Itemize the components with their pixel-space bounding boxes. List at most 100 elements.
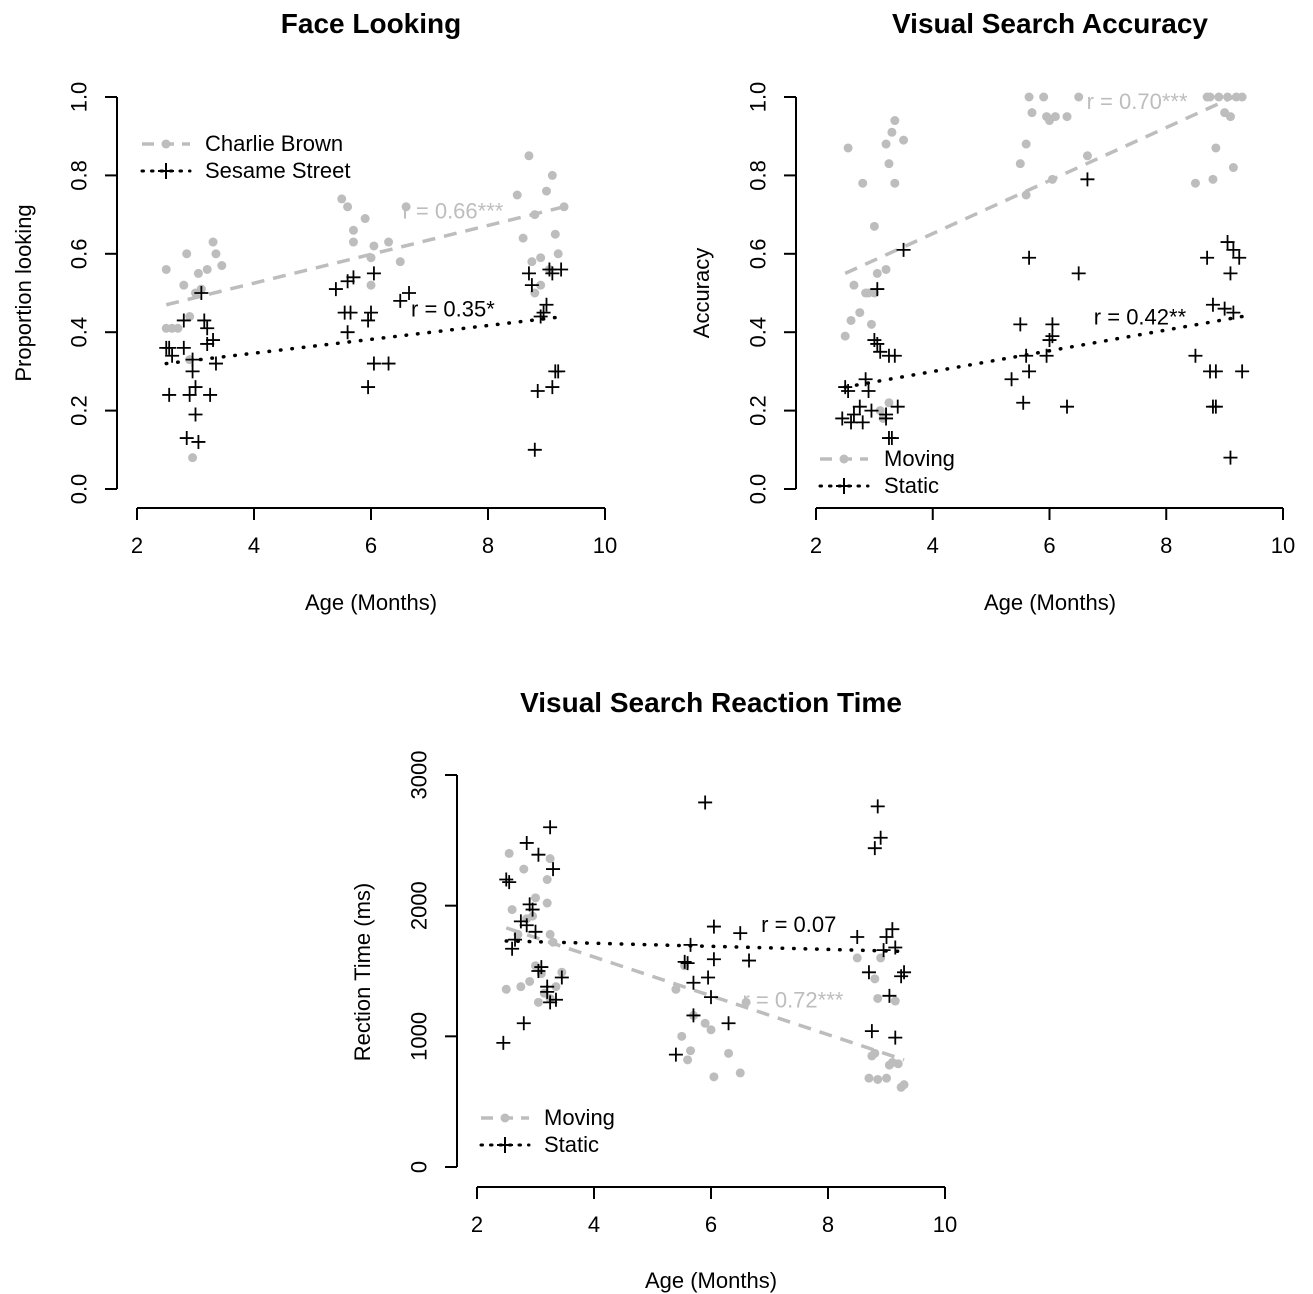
point-dot (536, 280, 546, 290)
point-dot (401, 202, 411, 212)
point-plus (165, 348, 180, 363)
panel-visual-search-reaction-time: Visual Search Reaction Time Age (Months)… (350, 687, 957, 1293)
point-plus (721, 1016, 736, 1031)
chart-title: Face Looking (281, 8, 461, 39)
point-plus (841, 384, 856, 398)
point-dot (1082, 151, 1092, 161)
axes: 2 4 6 8 10 0 1000 2000 3000 (407, 751, 958, 1237)
point-dot (366, 253, 376, 263)
point-plus (366, 266, 381, 281)
data-points (835, 92, 1250, 465)
correlation-annotation: r = 0.72*** (742, 988, 843, 1013)
point-plus (1004, 372, 1019, 387)
point-dot (530, 210, 540, 220)
legend-label-moving: Moving (884, 446, 955, 471)
point-dot (1211, 143, 1221, 153)
point-plus (185, 352, 200, 367)
point-dot (884, 159, 894, 169)
point-dot (1225, 112, 1235, 122)
y-tick-label: 0.4 (746, 317, 771, 348)
point-dot (536, 253, 546, 263)
point-plus (861, 965, 876, 980)
point-dot (1228, 163, 1238, 173)
point-plus (864, 403, 879, 418)
point-plus (545, 266, 560, 281)
point-dot (384, 237, 394, 247)
legend: Moving Static (479, 1105, 615, 1157)
point-dot (337, 194, 347, 204)
point-dot (185, 312, 195, 322)
point-dot (369, 241, 379, 251)
point-dot (899, 135, 909, 145)
point-plus (540, 984, 555, 999)
point-dot (501, 984, 511, 994)
point-dot (1021, 190, 1031, 200)
point-plus (545, 380, 560, 395)
point-dot (553, 249, 563, 259)
point-dot (1021, 139, 1031, 149)
correlation-annotation: r = 0.35* (411, 297, 495, 322)
point-plus (527, 442, 542, 457)
fit-lines (164, 205, 566, 366)
point-plus (1223, 266, 1238, 281)
point-plus (525, 902, 540, 917)
point-plus (1045, 329, 1060, 344)
x-tick-label: 10 (933, 1212, 957, 1237)
point-dot (1214, 92, 1224, 102)
point-dot (1062, 112, 1072, 122)
point-plus (364, 305, 378, 320)
point-dot (846, 315, 856, 325)
point-dot (343, 202, 353, 212)
point-plus (381, 356, 396, 371)
point-plus (508, 932, 523, 947)
y-tick-label: 0.8 (746, 160, 771, 191)
point-plus (182, 387, 197, 402)
point-plus (686, 975, 701, 990)
point-plus (870, 336, 885, 351)
point-dot (525, 976, 535, 986)
correlation-annotation: r = 0.66*** (402, 199, 503, 224)
point-plus (1071, 266, 1086, 281)
point-plus (1232, 250, 1247, 265)
point-plus (393, 293, 408, 308)
point-dot (542, 186, 551, 196)
point-dot (677, 1031, 687, 1041)
x-tick-label: 4 (927, 533, 939, 558)
fit-line-dashed (505, 926, 905, 1062)
point-plus (546, 862, 561, 877)
point-plus (852, 399, 867, 414)
point-dot (843, 143, 853, 153)
x-tick-label: 4 (248, 533, 260, 558)
point-dot (545, 929, 555, 939)
point-plus (1220, 235, 1235, 250)
x-tick-label: 6 (365, 533, 377, 558)
point-plus (888, 1030, 903, 1045)
point-plus (870, 799, 885, 814)
point-plus (530, 384, 545, 398)
point-dot (533, 997, 543, 1007)
point-dot (512, 190, 522, 200)
point-dot (870, 974, 880, 984)
point-plus (896, 242, 911, 257)
point-dot (550, 229, 560, 239)
x-tick-label: 8 (482, 533, 494, 558)
point-dot (840, 331, 850, 341)
point-plus (194, 286, 209, 300)
point-plus (188, 380, 203, 395)
point-dot (504, 848, 514, 858)
point-dot (890, 116, 900, 126)
point-dot (518, 233, 528, 243)
legend-marker-charlie-brown (161, 139, 171, 149)
y-tick-label: 0 (407, 1161, 432, 1173)
x-axis-label: Age (Months) (984, 590, 1116, 615)
y-tick-label: 2000 (407, 881, 432, 930)
point-plus (870, 282, 885, 297)
x-tick-label: 2 (810, 533, 822, 558)
point-plus (502, 875, 517, 890)
point-dot (1223, 92, 1233, 102)
point-dot (741, 997, 751, 1007)
legend-label-static: Static (544, 1132, 599, 1157)
point-dot (683, 1055, 693, 1065)
legend-marker-sesame-street (158, 163, 174, 179)
